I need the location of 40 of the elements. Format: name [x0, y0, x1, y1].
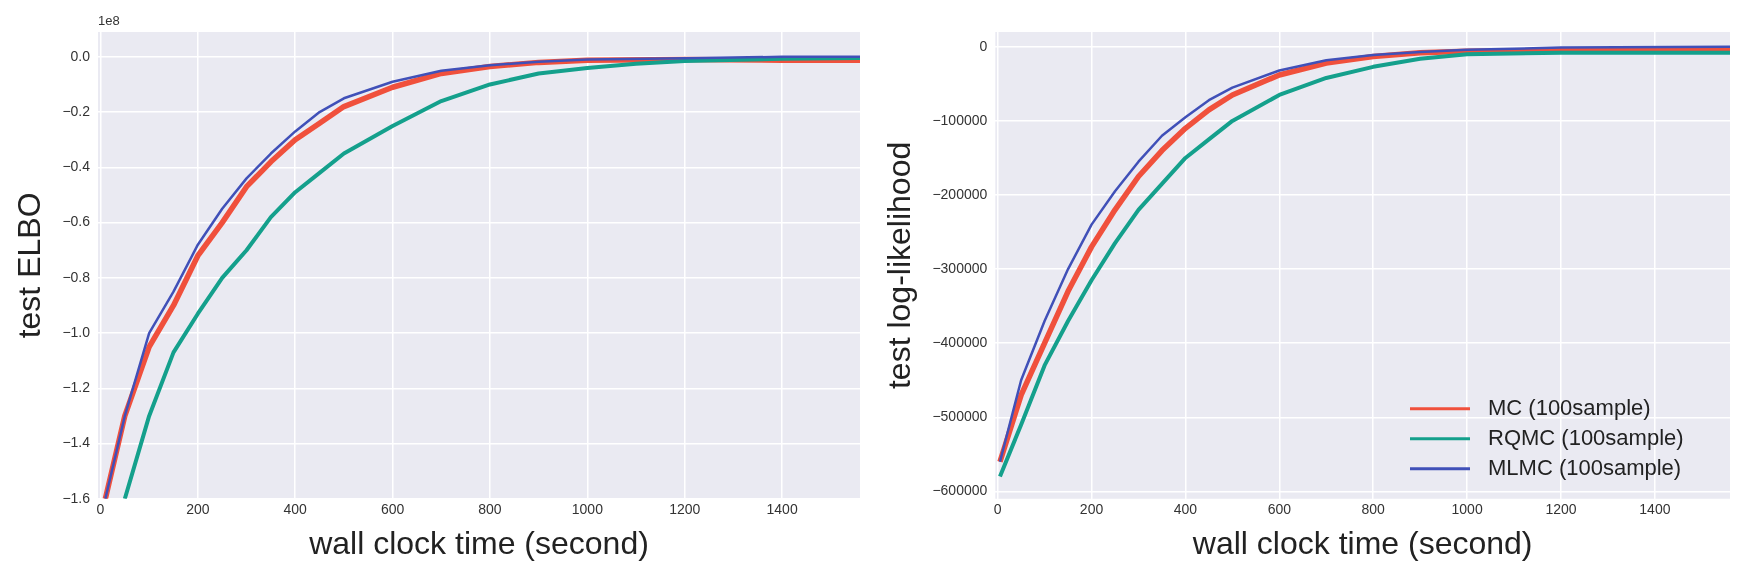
y-tick-label: −100000	[932, 111, 988, 128]
text: 1e8	[98, 13, 120, 29]
legend-label: MC (100sample)	[1488, 394, 1651, 420]
x-tick-label: 1000	[1451, 501, 1483, 518]
y-tick-label: −0.2	[62, 102, 91, 119]
x-tick-label: 0	[96, 501, 105, 518]
y-tick-label: −500000	[932, 408, 988, 425]
x-axis-title: wall clock time (second)	[1191, 524, 1533, 561]
x-tick-label: 1200	[1545, 501, 1577, 518]
y-tick-label: −1.4	[62, 434, 91, 451]
y-tick-label: −600000	[932, 482, 988, 499]
x-tick-label: 1400	[766, 501, 798, 518]
legend-label: MLMC (100sample)	[1488, 454, 1682, 480]
y-axis-title: test ELBO	[11, 192, 48, 339]
y-tick-label: −1.6	[62, 489, 91, 506]
x-tick-label: 200	[186, 501, 210, 518]
x-axis-title: wall clock time (second)	[308, 524, 649, 561]
x-tick-label: 1000	[571, 501, 604, 518]
x-tick-label: 200	[1079, 501, 1104, 518]
y-axis-title: test log-likelihood	[881, 141, 918, 390]
x-tick-label: 1400	[1639, 501, 1671, 518]
x-tick-label: 600	[1267, 501, 1292, 518]
y-tick-label: −400000	[932, 334, 988, 351]
y-tick-label: −1.2	[62, 379, 91, 396]
legend-label: RQMC (100sample)	[1488, 424, 1684, 450]
x-tick-label: 800	[1361, 501, 1386, 518]
y-tick-label: −200000	[932, 185, 988, 202]
y-tick-label: −1.0	[62, 323, 91, 340]
y-tick-label: 0.0	[70, 47, 91, 64]
y-tick-label: −0.4	[62, 158, 91, 175]
x-tick-label: 0	[993, 501, 1002, 518]
y-tick-label: −300000	[932, 259, 988, 276]
x-tick-label: 1200	[669, 501, 701, 518]
y-tick-label: 0	[979, 37, 988, 54]
x-tick-label: 600	[380, 501, 405, 518]
x-tick-label: 400	[283, 501, 308, 518]
x-tick-label: 400	[1173, 501, 1198, 518]
y-tick-label: −0.6	[62, 213, 91, 230]
y-tick-label: −0.8	[62, 268, 91, 285]
x-tick-label: 800	[478, 501, 502, 518]
